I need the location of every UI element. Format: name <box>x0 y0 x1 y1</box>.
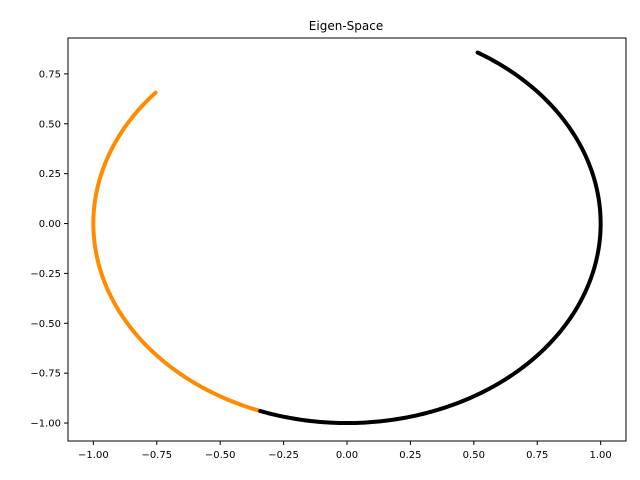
plot-area <box>91 50 603 426</box>
x-tick-label: −0.50 <box>205 450 236 461</box>
x-tick-label: −0.75 <box>141 450 172 461</box>
y-tick-label: −0.50 <box>30 319 61 330</box>
chart-title: Eigen-Space <box>309 19 383 33</box>
y-tick-label: 0.25 <box>39 169 61 180</box>
y-tick-label: −0.75 <box>30 369 61 380</box>
series-1-arc <box>91 90 263 414</box>
x-tick-label: 0.00 <box>336 450 358 461</box>
x-tick-label: 1.00 <box>590 450 612 461</box>
x-axis: −1.00 −0.75 −0.50 −0.25 0.00 0.25 0.50 0.75 1.00 <box>78 441 612 461</box>
y-tick-label: −0.25 <box>30 269 61 280</box>
x-tick-label: 0.25 <box>399 450 421 461</box>
y-tick-label: 0.50 <box>39 119 61 130</box>
y-tick-label: 0.00 <box>39 219 61 230</box>
x-tick-label: 0.50 <box>463 450 485 461</box>
x-tick-label: 0.75 <box>526 450 548 461</box>
x-tick-label: −1.00 <box>78 450 109 461</box>
x-tick-label: −0.25 <box>268 450 299 461</box>
y-tick-label: −1.00 <box>30 419 61 430</box>
series-2-arc <box>258 50 603 426</box>
y-axis: −1.00 −0.75 −0.50 −0.25 0.00 0.25 0.50 0.75 <box>30 69 68 430</box>
y-tick-label: 0.75 <box>39 69 61 80</box>
